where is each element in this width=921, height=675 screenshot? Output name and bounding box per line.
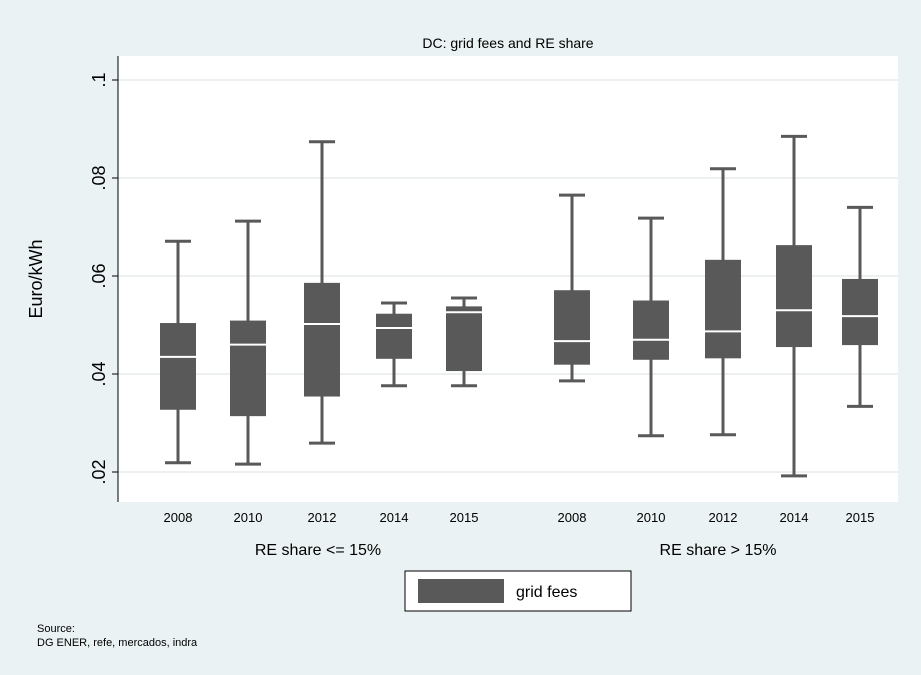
box-re-share-15--2015 [842, 205, 878, 408]
box-re-share-15--2008 [554, 193, 590, 383]
iqr-box [633, 300, 669, 360]
y-axis-label: Euro/kWh [26, 239, 46, 318]
iqr-box [776, 245, 812, 348]
x-tick-label: 2015 [846, 510, 875, 525]
y-tick-label: .04 [89, 361, 109, 386]
x-tick-label: 2012 [709, 510, 738, 525]
y-tick-label: .1 [89, 72, 109, 87]
source-label: Source: [37, 623, 75, 635]
iqr-box [304, 282, 340, 397]
box-re-share-15--2012 [705, 167, 741, 437]
box-re-share-15--2014 [376, 301, 412, 388]
x-tick-label: 2014 [380, 510, 409, 525]
iqr-box [376, 313, 412, 359]
x-tick-label: 2008 [558, 510, 587, 525]
x-tick-label: 2010 [637, 510, 666, 525]
iqr-box [160, 323, 196, 410]
box-re-share-15--2015 [446, 296, 482, 388]
y-tick-label: .06 [89, 263, 109, 288]
x-tick-label: 2010 [234, 510, 263, 525]
x-tick-label: 2014 [780, 510, 809, 525]
y-axis-ticks: .02 .04 .06 .08 .1 [89, 72, 118, 485]
iqr-box [842, 278, 878, 346]
iqr-box [554, 290, 590, 365]
legend-label: grid fees [516, 584, 577, 601]
box-re-share-15--2014 [776, 134, 812, 478]
source-text: DG ENER, refe, mercados, indra [37, 637, 198, 649]
y-tick-label: .08 [89, 165, 109, 190]
chart-title: DC: grid fees and RE share [422, 35, 593, 51]
group-label: RE share > 15% [660, 542, 777, 559]
x-tick-label: 2012 [308, 510, 337, 525]
legend: grid fees [404, 570, 632, 612]
iqr-box [446, 306, 482, 372]
x-tick-label: 2015 [450, 510, 479, 525]
box-re-share-15--2008 [160, 239, 196, 465]
box-re-share-15--2010 [230, 219, 266, 466]
y-tick-label: .02 [89, 459, 109, 484]
iqr-box [705, 259, 741, 359]
box-re-share-15--2010 [633, 216, 669, 438]
box-series [160, 134, 878, 478]
group-labels: RE share <= 15% RE share > 15% [255, 542, 777, 559]
x-tick-label: 2008 [164, 510, 193, 525]
legend-swatch [418, 579, 504, 603]
box-re-share-15--2012 [304, 140, 340, 445]
x-axis-tick-labels: 2008 2010 2012 2014 2015 2008 2010 2012 2014 2015 [164, 510, 875, 525]
group-label: RE share <= 15% [255, 542, 381, 559]
iqr-box [230, 320, 266, 417]
